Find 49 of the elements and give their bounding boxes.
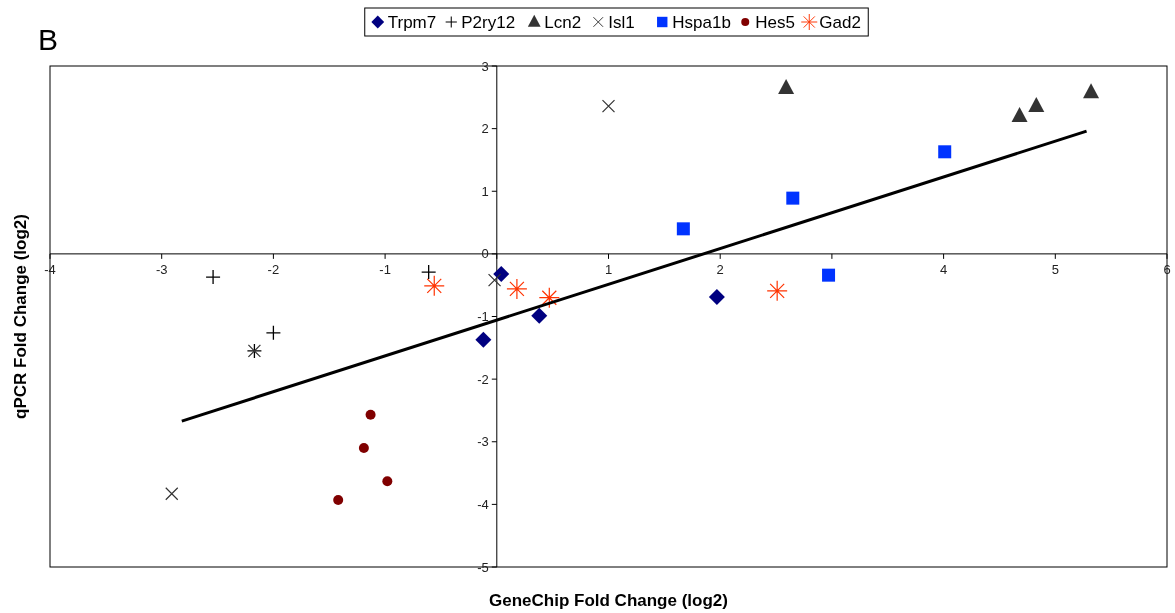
point: [822, 268, 836, 282]
point: [1083, 83, 1100, 99]
y-axis-title: qPCR Fold Change (log2): [11, 214, 30, 419]
point: [538, 287, 560, 309]
y-tick-label: -2: [477, 371, 489, 387]
x-tick-label: 1: [604, 261, 613, 277]
x-tick-label: 4: [939, 261, 948, 277]
x-axis-title: GeneChip Fold Change (log2): [489, 591, 728, 610]
x-tick-label: -2: [267, 261, 280, 277]
point: [766, 280, 788, 302]
point: [938, 145, 952, 159]
y-tick-label: -4: [477, 496, 489, 512]
point: [506, 278, 528, 300]
x-tick-label: -3: [155, 261, 168, 277]
point: [493, 265, 510, 282]
legend-label: Hes5: [755, 13, 795, 32]
point: [786, 191, 800, 205]
y-tick-label: 2: [481, 121, 489, 137]
y-tick-label: -1: [477, 309, 489, 325]
point: [531, 307, 548, 324]
point: [475, 331, 492, 348]
point: [358, 443, 369, 454]
legend-label: Isl1: [608, 13, 635, 32]
point: [333, 494, 344, 505]
point: [265, 325, 282, 341]
point: [1011, 107, 1028, 123]
legend-label: Hspa1b: [672, 13, 731, 32]
legend-label: P2ry12: [461, 13, 516, 32]
point: [382, 476, 393, 487]
point: [421, 264, 437, 280]
point: [601, 99, 616, 113]
x-tick-label: 5: [1051, 261, 1059, 277]
legend-label: Gad2: [819, 13, 861, 32]
x-tick-label: -1: [379, 261, 391, 277]
point: [205, 269, 221, 285]
y-tick-label: -3: [477, 434, 489, 450]
point: [423, 275, 445, 297]
point: [1028, 97, 1045, 113]
legend-label: Trpm7: [387, 13, 437, 32]
x-tick-label: 2: [716, 261, 724, 277]
point: [778, 78, 795, 94]
point: [708, 289, 725, 306]
chart-title: B: [38, 23, 59, 56]
point: [165, 487, 179, 501]
legend-label: Lcn2: [544, 13, 582, 32]
point: [365, 409, 376, 420]
point: [676, 222, 690, 236]
y-tick-label: 1: [481, 183, 489, 199]
point: [487, 273, 502, 287]
